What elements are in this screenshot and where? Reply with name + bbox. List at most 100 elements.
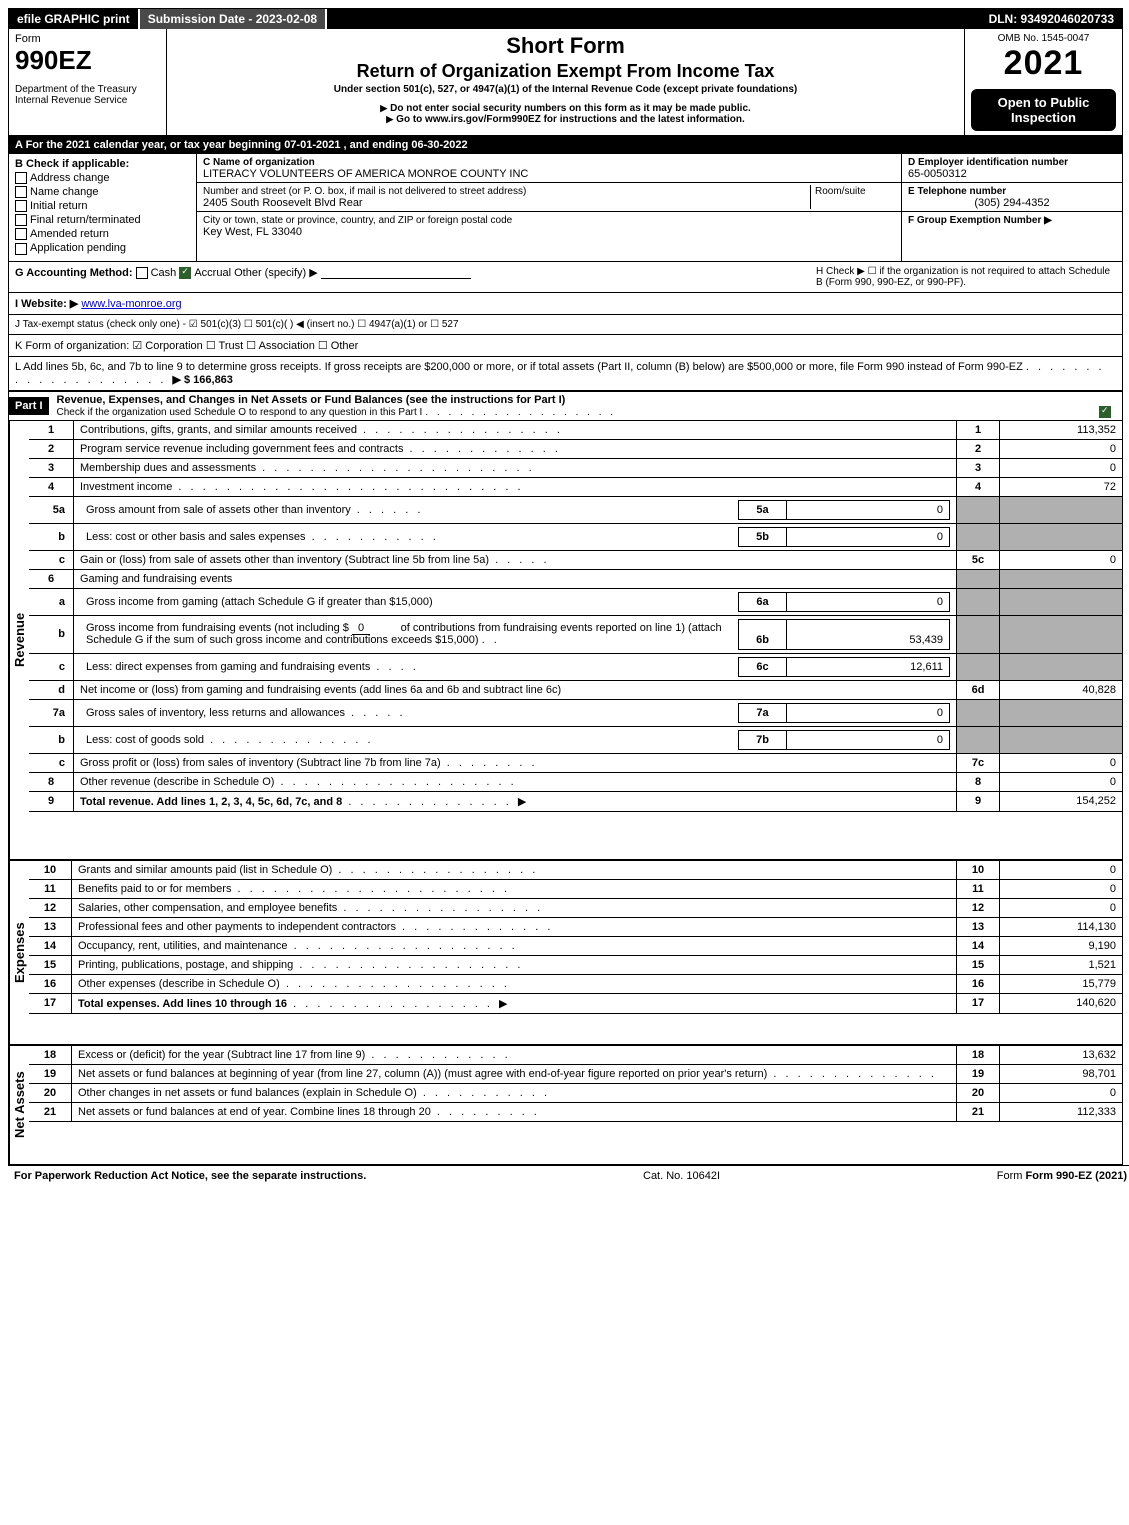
ein-value: 65-0050312: [908, 168, 967, 180]
part-i-label: Part I: [9, 397, 49, 415]
footer-formref: Form Form 990-EZ (2021): [997, 1170, 1127, 1182]
expenses-lines: 10Grants and similar amounts paid (list …: [29, 861, 1122, 1014]
submission-date: Submission Date - 2023-02-08: [140, 9, 327, 29]
city-label: City or town, state or province, country…: [203, 215, 512, 226]
website-link[interactable]: www.lva-monroe.org: [81, 298, 181, 310]
footer-catno: Cat. No. 10642I: [643, 1170, 720, 1182]
line-18: 18Excess or (deficit) for the year (Subt…: [29, 1046, 1122, 1065]
open-public-inspection: Open to Public Inspection: [971, 89, 1116, 131]
ssn-warning: Do not enter social security numbers on …: [175, 103, 956, 114]
expenses-vert-label: Expenses: [9, 861, 29, 1044]
line-g-h-row: G Accounting Method: Cash Accrual Other …: [9, 262, 1122, 293]
org-name: LITERACY VOLUNTEERS OF AMERICA MONROE CO…: [203, 168, 528, 180]
line-19: 19Net assets or fund balances at beginni…: [29, 1064, 1122, 1083]
phone-label: E Telephone number: [908, 186, 1006, 197]
line-6d: d Net income or (loss) from gaming and f…: [29, 680, 1122, 699]
dln-number: DLN: 93492046020733: [981, 9, 1122, 29]
check-address-change[interactable]: Address change: [15, 172, 190, 184]
line-k-orgform: K Form of organization: ☑ Corporation ☐ …: [9, 335, 1122, 357]
org-info-grid: B Check if applicable: Address change Na…: [9, 154, 1122, 262]
line-6: 6 Gaming and fundraising events: [29, 569, 1122, 588]
accounting-label: G Accounting Method:: [15, 267, 133, 279]
top-bar: efile GRAPHIC print Submission Date - 20…: [9, 9, 1122, 29]
check-application-pending[interactable]: Application pending: [15, 242, 190, 254]
line-11: 11Benefits paid to or for members . . . …: [29, 879, 1122, 898]
line-6a: a Gross income from gaming (attach Sched…: [29, 588, 1122, 615]
street-label: Number and street (or P. O. box, if mail…: [203, 186, 526, 197]
line-21: 21Net assets or fund balances at end of …: [29, 1102, 1122, 1121]
city-value: Key West, FL 33040: [203, 226, 302, 238]
line-5a: 5a Gross amount from sale of assets othe…: [29, 496, 1122, 523]
line-13: 13Professional fees and other payments t…: [29, 917, 1122, 936]
line-7a: 7a Gross sales of inventory, less return…: [29, 699, 1122, 726]
line-10: 10Grants and similar amounts paid (list …: [29, 861, 1122, 880]
line-7c: c Gross profit or (loss) from sales of i…: [29, 753, 1122, 772]
line-9: 9 Total revenue. Add lines 1, 2, 3, 4, 5…: [29, 791, 1122, 811]
check-name-change[interactable]: Name change: [15, 186, 190, 198]
check-final-return[interactable]: Final return/terminated: [15, 214, 190, 226]
header-right: OMB No. 1545-0047 2021 Open to Public In…: [965, 29, 1122, 135]
line-l-amount: ▶ $ 166,863: [172, 374, 232, 386]
part-i-body: Revenue 1 Contributions, gifts, grants, …: [9, 421, 1122, 859]
line-5b: b Less: cost or other basis and sales ex…: [29, 523, 1122, 550]
line-3: 3 Membership dues and assessments . . . …: [29, 458, 1122, 477]
line-5c: c Gain or (loss) from sale of assets oth…: [29, 550, 1122, 569]
line-2: 2 Program service revenue including gove…: [29, 439, 1122, 458]
section-b-checks: B Check if applicable: Address change Na…: [9, 154, 197, 261]
section-def-right: D Employer identification number 65-0050…: [901, 154, 1122, 261]
room-label: Room/suite: [815, 186, 866, 197]
form-word: Form: [15, 33, 160, 45]
form-header: Form 990EZ Department of the Treasury In…: [9, 29, 1122, 136]
header-middle: Short Form Return of Organization Exempt…: [167, 29, 965, 135]
org-name-label: C Name of organization: [203, 157, 315, 168]
form-number: 990EZ: [15, 45, 160, 76]
check-amended-return[interactable]: Amended return: [15, 228, 190, 240]
netassets-vert-label: Net Assets: [9, 1046, 29, 1164]
goto-link[interactable]: Go to www.irs.gov/Form990EZ for instruct…: [175, 114, 956, 125]
top-bar-left: efile GRAPHIC print Submission Date - 20…: [9, 9, 327, 29]
line-14: 14Occupancy, rent, utilities, and mainte…: [29, 936, 1122, 955]
line-1: 1 Contributions, gifts, grants, and simi…: [29, 421, 1122, 440]
website-label: I Website: ▶: [15, 298, 78, 310]
street-value: 2405 South Roosevelt Blvd Rear: [203, 197, 363, 209]
omb-number: OMB No. 1545-0047: [971, 33, 1116, 44]
line-16: 16Other expenses (describe in Schedule O…: [29, 974, 1122, 993]
line-l-text: L Add lines 5b, 6c, and 7b to line 9 to …: [15, 361, 1023, 373]
form-title: Short Form: [175, 33, 956, 59]
check-cash[interactable]: [136, 267, 148, 279]
form-990ez-container: efile GRAPHIC print Submission Date - 20…: [8, 8, 1123, 1165]
line-4: 4 Investment income . . . . . . . . . . …: [29, 477, 1122, 496]
check-accrual[interactable]: [179, 267, 191, 279]
check-b-label: B Check if applicable:: [15, 158, 190, 170]
line-6c: c Less: direct expenses from gaming and …: [29, 653, 1122, 680]
expenses-block: Expenses 10Grants and similar amounts pa…: [9, 859, 1122, 1044]
line-g: G Accounting Method: Cash Accrual Other …: [15, 266, 816, 288]
revenue-lines: 1 Contributions, gifts, grants, and simi…: [29, 421, 1122, 812]
irs-label: Internal Revenue Service: [15, 95, 160, 106]
efile-link[interactable]: efile GRAPHIC print: [9, 9, 140, 29]
line-8: 8 Other revenue (describe in Schedule O)…: [29, 772, 1122, 791]
check-schedule-o[interactable]: [1099, 406, 1111, 418]
section-a-tax-year: A For the 2021 calendar year, or tax yea…: [9, 136, 1122, 154]
part-i-header: Part I Revenue, Expenses, and Changes in…: [9, 391, 1122, 421]
line-12: 12Salaries, other compensation, and empl…: [29, 898, 1122, 917]
line-h: H Check ▶ ☐ if the organization is not r…: [816, 266, 1116, 288]
line-7b: b Less: cost of goods sold . . . . . . .…: [29, 726, 1122, 753]
other-specify-field[interactable]: [321, 278, 471, 279]
phone-value: (305) 294-4352: [908, 197, 1116, 209]
line-20: 20Other changes in net assets or fund ba…: [29, 1083, 1122, 1102]
line-l-grossreceipts: L Add lines 5b, 6c, and 7b to line 9 to …: [9, 357, 1122, 391]
tax-year: 2021: [971, 44, 1116, 83]
dept-treasury: Department of the Treasury: [15, 84, 160, 95]
group-exemption-label: F Group Exemption Number ▶: [908, 215, 1052, 226]
line-17: 17Total expenses. Add lines 10 through 1…: [29, 993, 1122, 1013]
ein-label: D Employer identification number: [908, 157, 1068, 168]
line-i-website: I Website: ▶ www.lva-monroe.org: [9, 293, 1122, 315]
netassets-block: Net Assets 18Excess or (deficit) for the…: [9, 1044, 1122, 1164]
part-i-title: Revenue, Expenses, and Changes in Net As…: [57, 394, 566, 406]
netassets-lines: 18Excess or (deficit) for the year (Subt…: [29, 1046, 1122, 1122]
check-initial-return[interactable]: Initial return: [15, 200, 190, 212]
part-i-check-text: Check if the organization used Schedule …: [57, 407, 423, 418]
line-j-taxexempt: J Tax-exempt status (check only one) - ☑…: [9, 315, 1122, 335]
line-6b: b Gross income from fundraising events (…: [29, 615, 1122, 653]
